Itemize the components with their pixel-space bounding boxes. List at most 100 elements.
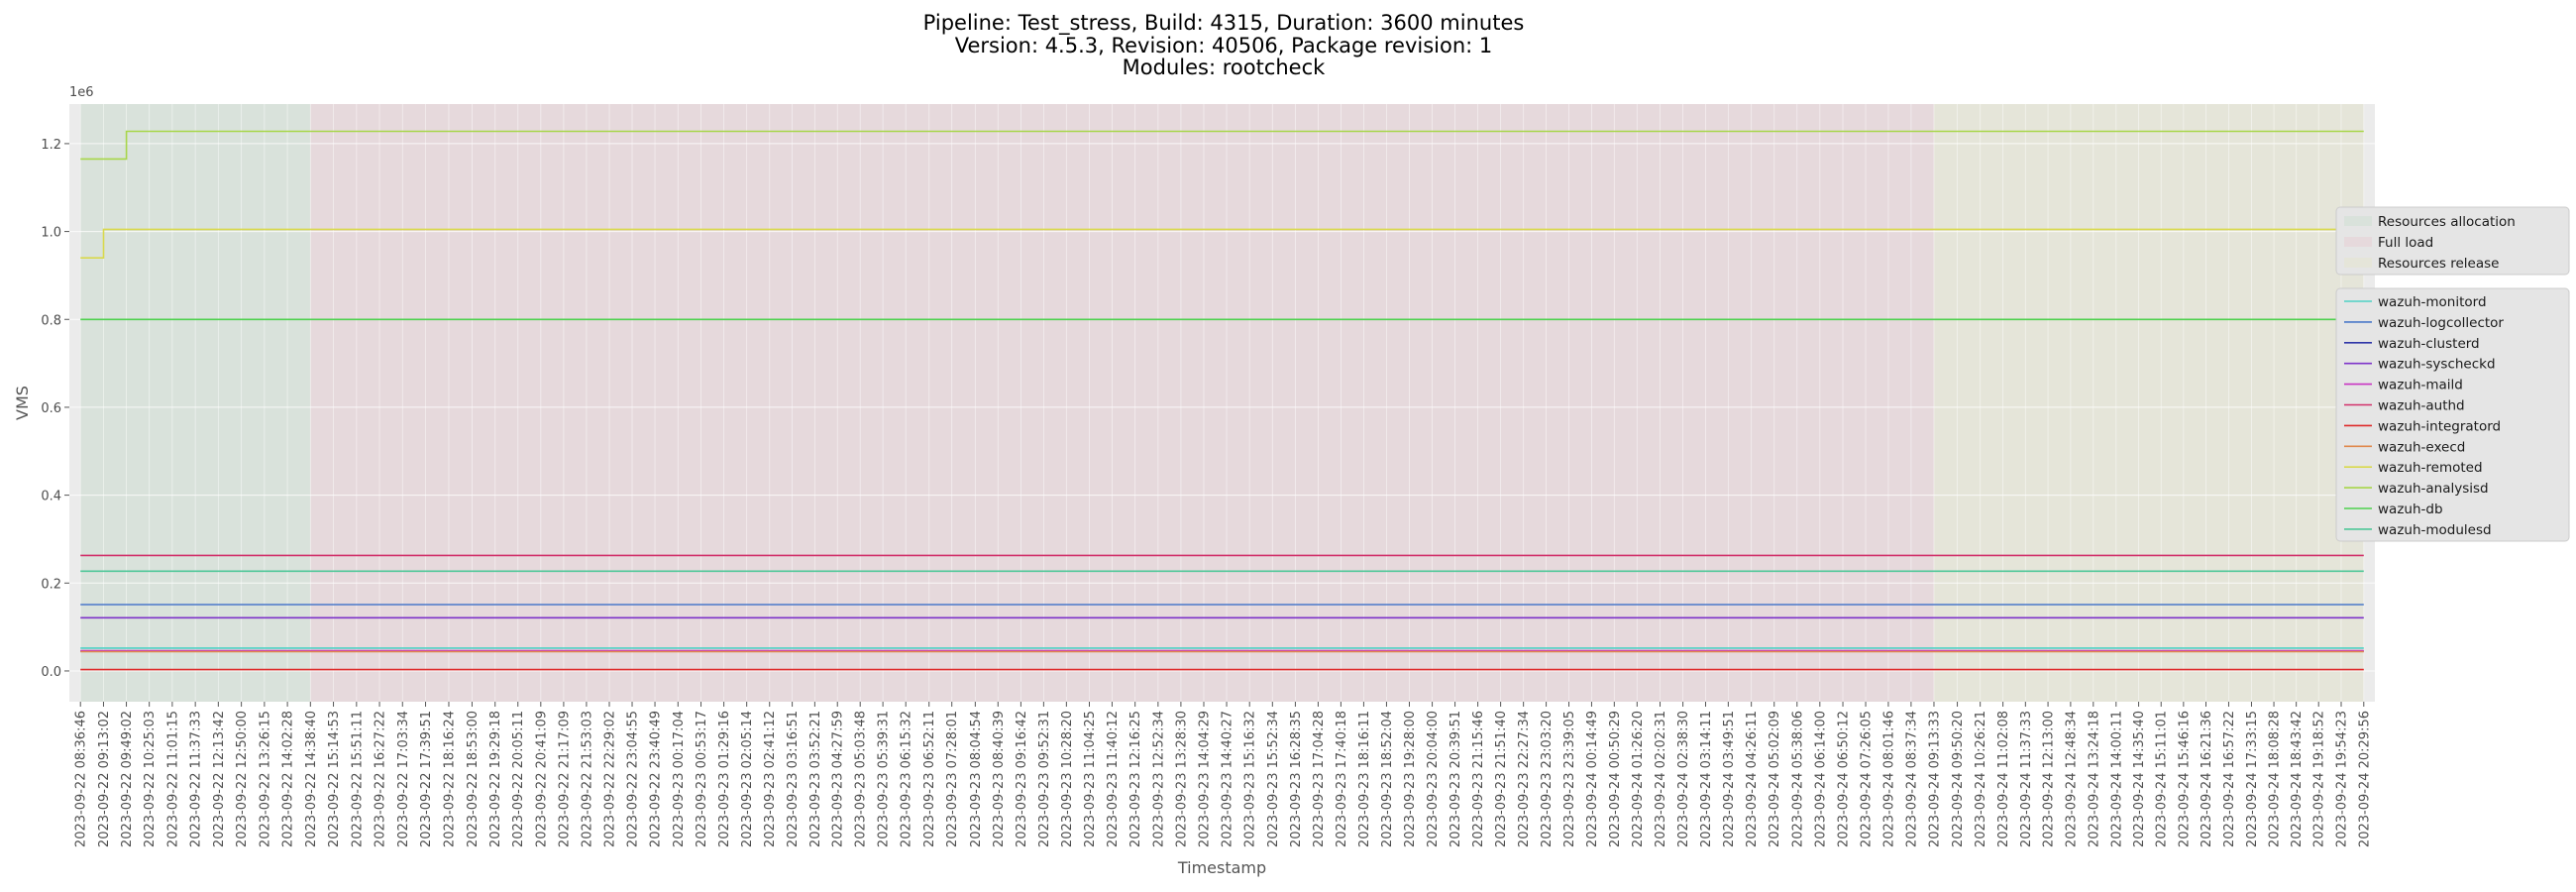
x-tick-label: 2023-09-24 00:50:29 (1608, 711, 1623, 847)
x-tick-label: 2023-09-23 03:52:21 (808, 711, 823, 847)
x-tick-label: 2023-09-24 09:13:33 (1927, 711, 1942, 847)
x-tick-label: 2023-09-24 18:43:42 (2290, 711, 2305, 847)
x-tick-label: 2023-09-24 19:18:52 (2312, 711, 2327, 847)
x-tick-label: 2023-09-24 11:37:33 (2019, 711, 2034, 847)
x-tick-label: 2023-09-24 18:08:28 (2268, 711, 2283, 847)
legend-swatch (2344, 237, 2372, 247)
x-tick-label: 2023-09-23 15:52:34 (1266, 711, 1281, 847)
y-axis-offset-label: 1e6 (69, 85, 94, 100)
y-tick-label: 0.4 (41, 490, 61, 504)
x-tick-label: 2023-09-22 17:03:34 (396, 711, 411, 847)
legend-label: Resources allocation (2378, 214, 2516, 230)
x-tick-label: 2023-09-23 20:39:51 (1449, 711, 1463, 847)
x-tick-label: 2023-09-24 16:21:36 (2200, 711, 2214, 847)
x-tick-label: 2023-09-22 08:36:46 (74, 711, 89, 847)
plot-area (69, 104, 2375, 702)
legend-label: wazuh-remoted (2378, 460, 2483, 476)
x-tick-label: 2023-09-22 11:01:15 (165, 711, 180, 847)
x-tick-label: 2023-09-23 07:28:01 (945, 711, 960, 847)
x-tick-label: 2023-09-24 07:26:05 (1860, 711, 1875, 847)
x-tick-label: 2023-09-23 21:15:46 (1471, 711, 1486, 847)
legend-label: wazuh-logcollector (2378, 315, 2504, 331)
x-tick-label: 2023-09-23 00:17:04 (672, 711, 687, 847)
x-tick-label: 2023-09-23 15:16:32 (1243, 711, 1258, 847)
legend-series-box (2335, 287, 2570, 542)
x-tick-label: 2023-09-23 09:16:42 (1015, 711, 1029, 847)
x-tick-label: 2023-09-24 15:11:01 (2155, 711, 2170, 847)
legend-label: wazuh-authd (2378, 398, 2465, 414)
x-tick-label: 2023-09-24 19:54:23 (2334, 711, 2349, 847)
x-tick-label: 2023-09-24 14:35:40 (2132, 711, 2147, 847)
legend-label: wazuh-integratord (2378, 418, 2501, 434)
x-tick-label: 2023-09-23 18:16:11 (1357, 711, 1372, 847)
y-tick-label: 0.0 (41, 665, 61, 680)
phase-span (310, 104, 1934, 702)
x-tick-label: 2023-09-23 16:28:35 (1289, 711, 1304, 847)
x-tick-label: 2023-09-23 22:27:34 (1517, 711, 1532, 847)
x-tick-label: 2023-09-22 21:53:03 (580, 711, 594, 847)
x-tick-label: 2023-09-23 20:04:00 (1426, 711, 1441, 847)
chart-subtitle-line: Version: 4.5.3, Revision: 40506, Package… (955, 34, 1493, 57)
x-tick-label: 2023-09-23 23:39:05 (1562, 711, 1577, 847)
x-tick-label: 2023-09-23 10:28:20 (1060, 711, 1075, 847)
x-tick-label: 2023-09-22 14:02:28 (281, 711, 296, 847)
legend-label: wazuh-modulesd (2378, 522, 2492, 538)
y-axis-ticks: 0.0 0.2 0.4 0.6 0.8 1.0 1.2 (41, 138, 69, 680)
x-tick-label: 2023-09-24 17:33:15 (2245, 711, 2260, 847)
x-tick-label: 2023-09-24 02:38:30 (1676, 711, 1691, 847)
x-tick-label: 2023-09-23 06:15:32 (900, 711, 914, 847)
y-axis-label: VMS (13, 386, 32, 420)
x-tick-label: 2023-09-23 05:03:48 (854, 711, 869, 847)
x-tick-label: 2023-09-23 11:40:12 (1106, 711, 1121, 847)
x-tick-label: 2023-09-22 12:50:00 (235, 711, 250, 847)
x-tick-label: 2023-09-24 11:02:08 (1996, 711, 2011, 847)
series-line (80, 130, 2364, 161)
x-tick-label: 2023-09-23 04:27:59 (831, 711, 846, 847)
phase-span (1933, 104, 2364, 702)
legend-swatch (2344, 258, 2372, 268)
y-tick-label: 0.2 (41, 577, 61, 592)
x-tick-label: 2023-09-23 09:52:31 (1037, 711, 1052, 847)
legend-label: wazuh-syscheckd (2378, 357, 2496, 373)
x-tick-label: 2023-09-22 23:04:55 (626, 711, 641, 847)
x-tick-label: 2023-09-22 15:51:11 (350, 711, 365, 847)
x-tick-label: 2023-09-23 19:28:00 (1403, 711, 1418, 847)
x-axis-ticks: 2023-09-22 08:36:46 2023-09-22 09:13:02 20… (74, 702, 2372, 847)
legend-label: wazuh-maild (2378, 378, 2463, 393)
x-tick-label: 2023-09-22 10:25:03 (143, 711, 158, 847)
x-tick-label: 2023-09-23 18:52:04 (1380, 711, 1395, 847)
series-lines (80, 130, 2364, 671)
x-tick-label: 2023-09-23 13:28:30 (1174, 711, 1189, 847)
x-tick-label: 2023-09-23 11:04:25 (1083, 711, 1098, 847)
x-tick-label: 2023-09-24 16:57:22 (2222, 711, 2237, 847)
x-tick-label: 2023-09-24 00:14:49 (1585, 711, 1600, 847)
x-tick-label: 2023-09-23 00:53:17 (695, 711, 709, 847)
x-tick-label: 2023-09-22 14:38:40 (304, 711, 319, 847)
x-tick-label: 2023-09-24 12:48:34 (2064, 711, 2079, 847)
x-tick-label: 2023-09-22 18:16:24 (442, 711, 457, 847)
legend-label: wazuh-execd (2378, 439, 2465, 455)
x-tick-label: 2023-09-22 19:29:18 (488, 711, 503, 847)
x-tick-label: 2023-09-22 18:53:00 (466, 711, 481, 847)
legend-label: wazuh-analysisd (2378, 481, 2489, 497)
x-tick-label: 2023-09-23 12:52:34 (1151, 711, 1166, 847)
x-tick-label: 2023-09-24 13:24:18 (2087, 711, 2101, 847)
x-tick-label: 2023-09-22 12:13:42 (212, 711, 227, 847)
x-tick-label: 2023-09-23 08:40:39 (992, 711, 1007, 847)
y-tick-label: 0.8 (41, 313, 61, 328)
legend-label: wazuh-monitord (2378, 294, 2487, 310)
legend-label: Full load (2378, 235, 2433, 251)
x-tick-label: 2023-09-24 04:26:11 (1745, 711, 1760, 847)
x-tick-label: 2023-09-23 03:16:51 (786, 711, 801, 847)
x-tick-label: 2023-09-22 23:40:49 (649, 711, 664, 847)
x-tick-label: 2023-09-24 03:49:51 (1722, 711, 1737, 847)
x-tick-label: 2023-09-22 21:17:09 (557, 711, 572, 847)
x-tick-label: 2023-09-24 08:01:46 (1881, 711, 1896, 847)
x-tick-label: 2023-09-22 13:26:15 (258, 711, 272, 847)
y-tick-label: 1.0 (41, 226, 61, 241)
x-tick-label: 2023-09-23 17:40:18 (1335, 711, 1349, 847)
legend-swatch (2344, 216, 2372, 226)
x-tick-label: 2023-09-23 12:16:25 (1128, 711, 1143, 847)
legend-series: wazuh-monitord wazuh-logcollector wazuh-cl… (2335, 287, 2570, 542)
